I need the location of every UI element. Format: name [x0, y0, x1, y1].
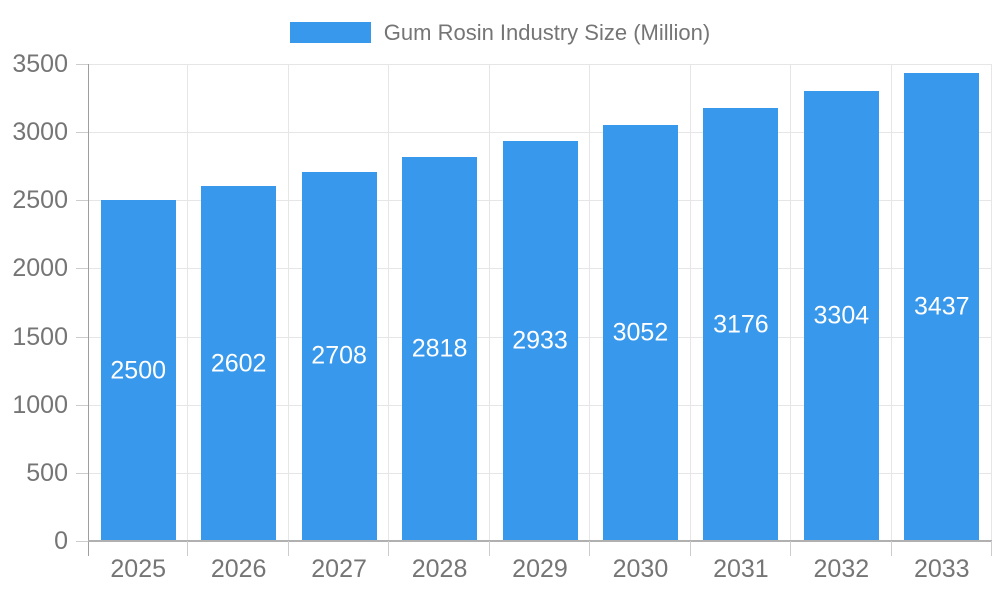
bar[interactable]: 2933: [502, 141, 578, 541]
y-axis-tick-mark: [76, 268, 88, 270]
gridline-vertical: [589, 64, 591, 541]
x-axis-tick-label: 2025: [110, 555, 167, 583]
y-axis-tick-label: 3000: [12, 118, 68, 147]
bar[interactable]: 2708: [301, 171, 377, 541]
gridline-vertical: [991, 64, 992, 541]
x-axis-tick-mark: [187, 541, 189, 556]
gridline-horizontal: [88, 64, 992, 65]
bar[interactable]: 2818: [402, 156, 478, 541]
y-axis-tick-mark: [76, 404, 88, 406]
legend[interactable]: Gum Rosin Industry Size (Million): [0, 20, 1000, 45]
gridline-horizontal: [88, 132, 992, 134]
y-axis-tick-label: 1500: [12, 322, 68, 351]
bar-value-label: 3176: [713, 310, 769, 339]
gridline-vertical: [488, 64, 490, 541]
y-axis-tick-mark: [76, 472, 88, 474]
x-axis-tick-mark: [890, 541, 892, 556]
bar[interactable]: 3176: [703, 108, 779, 541]
x-axis-tick-label: 2032: [813, 555, 870, 583]
y-axis-tick-mark: [76, 541, 88, 542]
x-axis-baseline: [88, 540, 992, 542]
x-axis-tick-label: 2033: [913, 555, 970, 583]
x-axis-tick-mark: [689, 541, 691, 556]
x-axis-tick-label: 2030: [612, 555, 669, 583]
bar-value-label: 2500: [110, 356, 167, 385]
x-axis: 2025 2026 2027 2028 2029 2030 2031 2032 2033: [88, 541, 992, 592]
bar[interactable]: 3304: [803, 90, 879, 541]
y-axis-tick-mark: [76, 132, 88, 134]
y-axis: 0 500 1000 1500 2000 2500 3000 3500: [0, 50, 88, 555]
x-axis-tick-mark: [589, 541, 591, 556]
bar[interactable]: 2602: [201, 186, 277, 541]
gridline-vertical: [187, 64, 189, 541]
x-axis-tick-mark: [488, 541, 490, 556]
y-axis-tick-mark: [76, 200, 88, 202]
plot-area: 2500 2602 2708 2818 2933 3052 3176 3304 3437: [88, 64, 992, 541]
bar-value-label: 2602: [210, 349, 267, 378]
bar[interactable]: 2500: [100, 200, 176, 541]
x-axis-tick-label: 2027: [311, 555, 367, 583]
gridline-vertical: [890, 64, 892, 541]
gridline-vertical: [689, 64, 691, 541]
x-axis-tick-mark: [991, 541, 992, 556]
y-axis-tick-label: 3500: [12, 50, 68, 78]
x-axis-tick-mark: [287, 541, 289, 556]
gridline-vertical: [388, 64, 390, 541]
y-axis-tick-label: 2500: [12, 186, 68, 215]
bar[interactable]: 3052: [602, 125, 678, 541]
x-axis-tick-mark: [790, 541, 792, 556]
bar-value-label: 2818: [411, 334, 468, 363]
bar-value-label: 3437: [913, 292, 970, 321]
x-axis-tick-label: 2031: [713, 555, 769, 583]
x-axis-tick-label: 2026: [210, 555, 267, 583]
y-axis-tick-label: 1000: [12, 390, 68, 419]
bar-value-label: 3052: [612, 318, 669, 347]
x-axis-tick-mark: [388, 541, 390, 556]
y-axis-line: [88, 64, 89, 556]
legend-label: Gum Rosin Industry Size (Million): [383, 19, 711, 45]
y-axis-tick-label: 500: [26, 458, 68, 487]
bar-value-label: 2708: [311, 341, 367, 370]
x-axis-tick-label: 2029: [512, 555, 568, 583]
gridline-vertical: [790, 64, 792, 541]
bar-value-label: 2933: [512, 326, 568, 355]
y-axis-tick-mark: [76, 64, 88, 65]
y-axis-tick-label: 0: [54, 527, 68, 555]
legend-swatch-icon: [289, 22, 371, 43]
x-axis-tick-label: 2028: [411, 555, 468, 583]
y-axis-tick-label: 2000: [12, 254, 68, 283]
bar-value-label: 3304: [813, 301, 870, 330]
gridline-vertical: [287, 64, 289, 541]
bar[interactable]: 3437: [904, 72, 980, 541]
y-axis-tick-mark: [76, 336, 88, 338]
